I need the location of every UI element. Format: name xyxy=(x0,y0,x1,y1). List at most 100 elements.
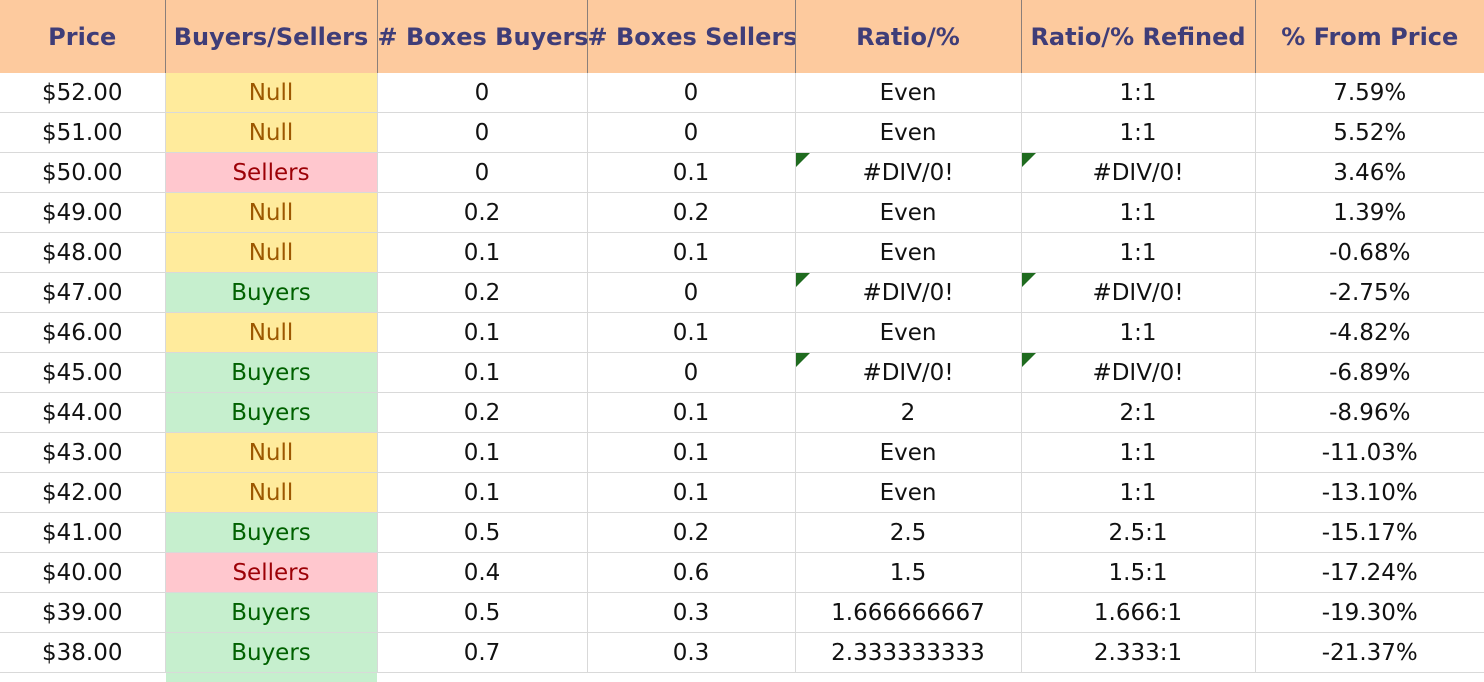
cell-ratio-refined[interactable]: #DIV/0! xyxy=(1021,352,1256,393)
cell-buyers-sellers[interactable]: Buyers xyxy=(165,632,378,673)
cell-ratio[interactable]: Even xyxy=(795,432,1022,473)
cell-boxes-sellers[interactable]: 0.1 xyxy=(587,152,796,193)
header-boxes-buyers[interactable]: # Boxes Buyers xyxy=(377,0,588,73)
cell-boxes-buyers[interactable]: 0 xyxy=(377,73,588,113)
cell-buyers-sellers[interactable]: Null xyxy=(165,432,378,473)
cell-boxes-sellers[interactable]: 0.1 xyxy=(587,432,796,473)
cell-price[interactable]: $50.00 xyxy=(0,152,166,193)
cell-pct-from-price[interactable]: -6.89% xyxy=(1255,352,1484,393)
cell-ratio[interactable]: Even xyxy=(795,312,1022,353)
cell-ratio-refined[interactable]: 1:1 xyxy=(1021,73,1256,113)
cell-ratio[interactable]: Even xyxy=(795,192,1022,233)
cell-ratio[interactable]: 1.666666667 xyxy=(795,592,1022,633)
cell-boxes-sellers[interactable]: 0 xyxy=(587,272,796,313)
cell-ratio-refined[interactable]: 1:1 xyxy=(1021,192,1256,233)
cell-boxes-sellers[interactable]: 0 xyxy=(587,352,796,393)
cell-ratio-refined[interactable]: 1.5:1 xyxy=(1021,552,1256,593)
cell-boxes-sellers[interactable]: 0 xyxy=(587,112,796,153)
cell-price[interactable]: $44.00 xyxy=(0,392,166,433)
cell-ratio-refined[interactable]: #DIV/0! xyxy=(1021,272,1256,313)
cell-pct-from-price[interactable]: 7.59% xyxy=(1255,73,1484,113)
cell-price[interactable]: $40.00 xyxy=(0,552,166,593)
cell-ratio[interactable]: 2.5 xyxy=(795,512,1022,553)
cell-boxes-buyers[interactable]: 0 xyxy=(377,152,588,193)
cell-boxes-sellers[interactable]: 0 xyxy=(587,73,796,113)
cell-boxes-sellers[interactable]: 0.3 xyxy=(587,632,796,673)
cell-ratio[interactable]: Even xyxy=(795,472,1022,513)
cell-boxes-sellers[interactable]: 0.1 xyxy=(587,472,796,513)
cell-boxes-buyers[interactable]: 0.2 xyxy=(377,272,588,313)
cell-buyers-sellers[interactable]: Buyers xyxy=(165,512,378,553)
cell-ratio-refined[interactable]: 2.5:1 xyxy=(1021,512,1256,553)
header-buyers-sellers[interactable]: Buyers/Sellers xyxy=(165,0,378,73)
cell-boxes-buyers[interactable]: 0.2 xyxy=(377,392,588,433)
cell-price[interactable]: $48.00 xyxy=(0,232,166,273)
cell-ratio[interactable]: Even xyxy=(795,112,1022,153)
cell-pct-from-price[interactable]: 3.46% xyxy=(1255,152,1484,193)
cell-pct-from-price[interactable]: -19.30% xyxy=(1255,592,1484,633)
cell-ratio-refined[interactable]: #DIV/0! xyxy=(1021,152,1256,193)
cell-price[interactable]: $43.00 xyxy=(0,432,166,473)
cell-boxes-sellers[interactable]: 0.3 xyxy=(587,592,796,633)
cell-boxes-buyers[interactable]: 0 xyxy=(377,112,588,153)
cell-price[interactable]: $47.00 xyxy=(0,272,166,313)
cell-ratio[interactable]: #DIV/0! xyxy=(795,272,1022,313)
cell-boxes-buyers[interactable]: 0.5 xyxy=(377,512,588,553)
cell-pct-from-price[interactable]: 1.39% xyxy=(1255,192,1484,233)
cell-buyers-sellers[interactable]: Buyers xyxy=(165,272,378,313)
cell-buyers-sellers[interactable]: Buyers xyxy=(165,592,378,633)
cell-price[interactable]: $41.00 xyxy=(0,512,166,553)
cell-buyers-sellers[interactable]: Null xyxy=(165,232,378,273)
cell-boxes-sellers[interactable]: 0.1 xyxy=(587,392,796,433)
cell-price[interactable]: $52.00 xyxy=(0,73,166,113)
cell-buyers-sellers[interactable]: Buyers xyxy=(165,392,378,433)
header-pct-from-price[interactable]: % From Price xyxy=(1255,0,1484,73)
cell-buyers-sellers[interactable]: Null xyxy=(165,192,378,233)
cell-boxes-buyers[interactable]: 0.2 xyxy=(377,192,588,233)
cell-boxes-buyers[interactable]: 0.1 xyxy=(377,352,588,393)
cell-ratio[interactable]: Even xyxy=(795,73,1022,113)
cell-price[interactable]: $38.00 xyxy=(0,632,166,673)
cell-pct-from-price[interactable]: -4.82% xyxy=(1255,312,1484,353)
cell-ratio-refined[interactable]: 2:1 xyxy=(1021,392,1256,433)
cell-buyers-sellers[interactable]: Sellers xyxy=(165,552,378,593)
cell-boxes-buyers[interactable]: 0.1 xyxy=(377,232,588,273)
cell-ratio[interactable]: 1.5 xyxy=(795,552,1022,593)
cell-pct-from-price[interactable]: 5.52% xyxy=(1255,112,1484,153)
cell-boxes-sellers[interactable]: 0.2 xyxy=(587,512,796,553)
cell-pct-from-price[interactable]: -15.17% xyxy=(1255,512,1484,553)
header-price[interactable]: Price xyxy=(0,0,166,73)
cell-pct-from-price[interactable]: -17.24% xyxy=(1255,552,1484,593)
cell-pct-from-price[interactable]: -8.96% xyxy=(1255,392,1484,433)
cell-ratio-refined[interactable]: 1:1 xyxy=(1021,472,1256,513)
cell-ratio-refined[interactable]: 1.666:1 xyxy=(1021,592,1256,633)
cell-pct-from-price[interactable]: -13.10% xyxy=(1255,472,1484,513)
cell-buyers-sellers[interactable]: Null xyxy=(165,112,378,153)
header-ratio-refined[interactable]: Ratio/% Refined xyxy=(1021,0,1256,73)
cell-boxes-buyers[interactable]: 0.1 xyxy=(377,472,588,513)
cell-ratio[interactable]: 2 xyxy=(795,392,1022,433)
cell-boxes-buyers[interactable]: 0.1 xyxy=(377,312,588,353)
cell-buyers-sellers[interactable]: Null xyxy=(165,73,378,113)
cell-price[interactable]: $46.00 xyxy=(0,312,166,353)
header-ratio[interactable]: Ratio/% xyxy=(795,0,1022,73)
cell-buyers-sellers[interactable]: Null xyxy=(165,472,378,513)
cell-ratio-refined[interactable]: 1:1 xyxy=(1021,432,1256,473)
cell-buyers-sellers[interactable]: Sellers xyxy=(165,152,378,193)
cell-ratio-refined[interactable]: 1:1 xyxy=(1021,232,1256,273)
cell-pct-from-price[interactable]: -21.37% xyxy=(1255,632,1484,673)
cell-boxes-sellers[interactable]: 0.2 xyxy=(587,192,796,233)
cell-price[interactable]: $45.00 xyxy=(0,352,166,393)
cell-pct-from-price[interactable]: -2.75% xyxy=(1255,272,1484,313)
cell-boxes-sellers[interactable]: 0.1 xyxy=(587,232,796,273)
cell-ratio-refined[interactable]: 1:1 xyxy=(1021,112,1256,153)
cell-price[interactable]: $49.00 xyxy=(0,192,166,233)
cell-boxes-buyers[interactable]: 0.7 xyxy=(377,632,588,673)
cell-boxes-buyers[interactable]: 0.4 xyxy=(377,552,588,593)
cell-boxes-buyers[interactable]: 0.5 xyxy=(377,592,588,633)
cell-pct-from-price[interactable]: -11.03% xyxy=(1255,432,1484,473)
cell-buyers-sellers[interactable]: Null xyxy=(165,312,378,353)
header-boxes-sellers[interactable]: # Boxes Sellers xyxy=(587,0,796,73)
cell-ratio-refined[interactable]: 1:1 xyxy=(1021,312,1256,353)
cell-boxes-sellers[interactable]: 0.6 xyxy=(587,552,796,593)
